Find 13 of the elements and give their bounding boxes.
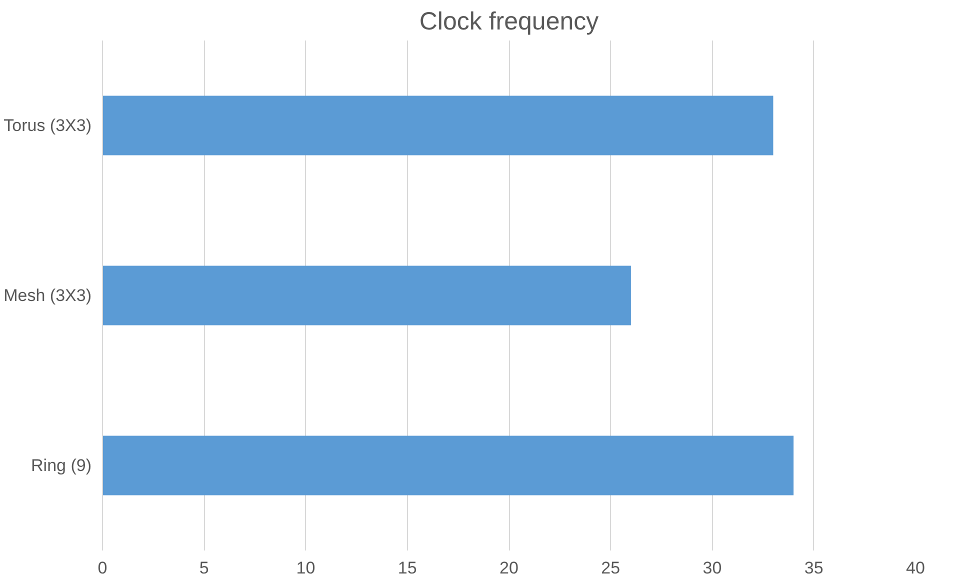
y-tick-label: Torus (3X3): [4, 116, 92, 135]
chart-title: Clock frequency: [419, 8, 600, 36]
y-tick-label: Mesh (3X3): [4, 286, 92, 305]
x-tick-label: 5: [199, 558, 209, 578]
x-tick-label: 25: [601, 558, 620, 578]
x-tick-label: 10: [296, 558, 316, 578]
x-tick-label: 30: [702, 558, 722, 578]
x-tick-label: 0: [98, 558, 108, 578]
x-tick-label: 15: [398, 558, 417, 578]
x-tick-label: 40: [906, 558, 925, 578]
y-tick-label: Ring (9): [31, 456, 92, 475]
x-tick-label: 35: [804, 558, 824, 578]
x-tick-label: 20: [500, 558, 518, 578]
